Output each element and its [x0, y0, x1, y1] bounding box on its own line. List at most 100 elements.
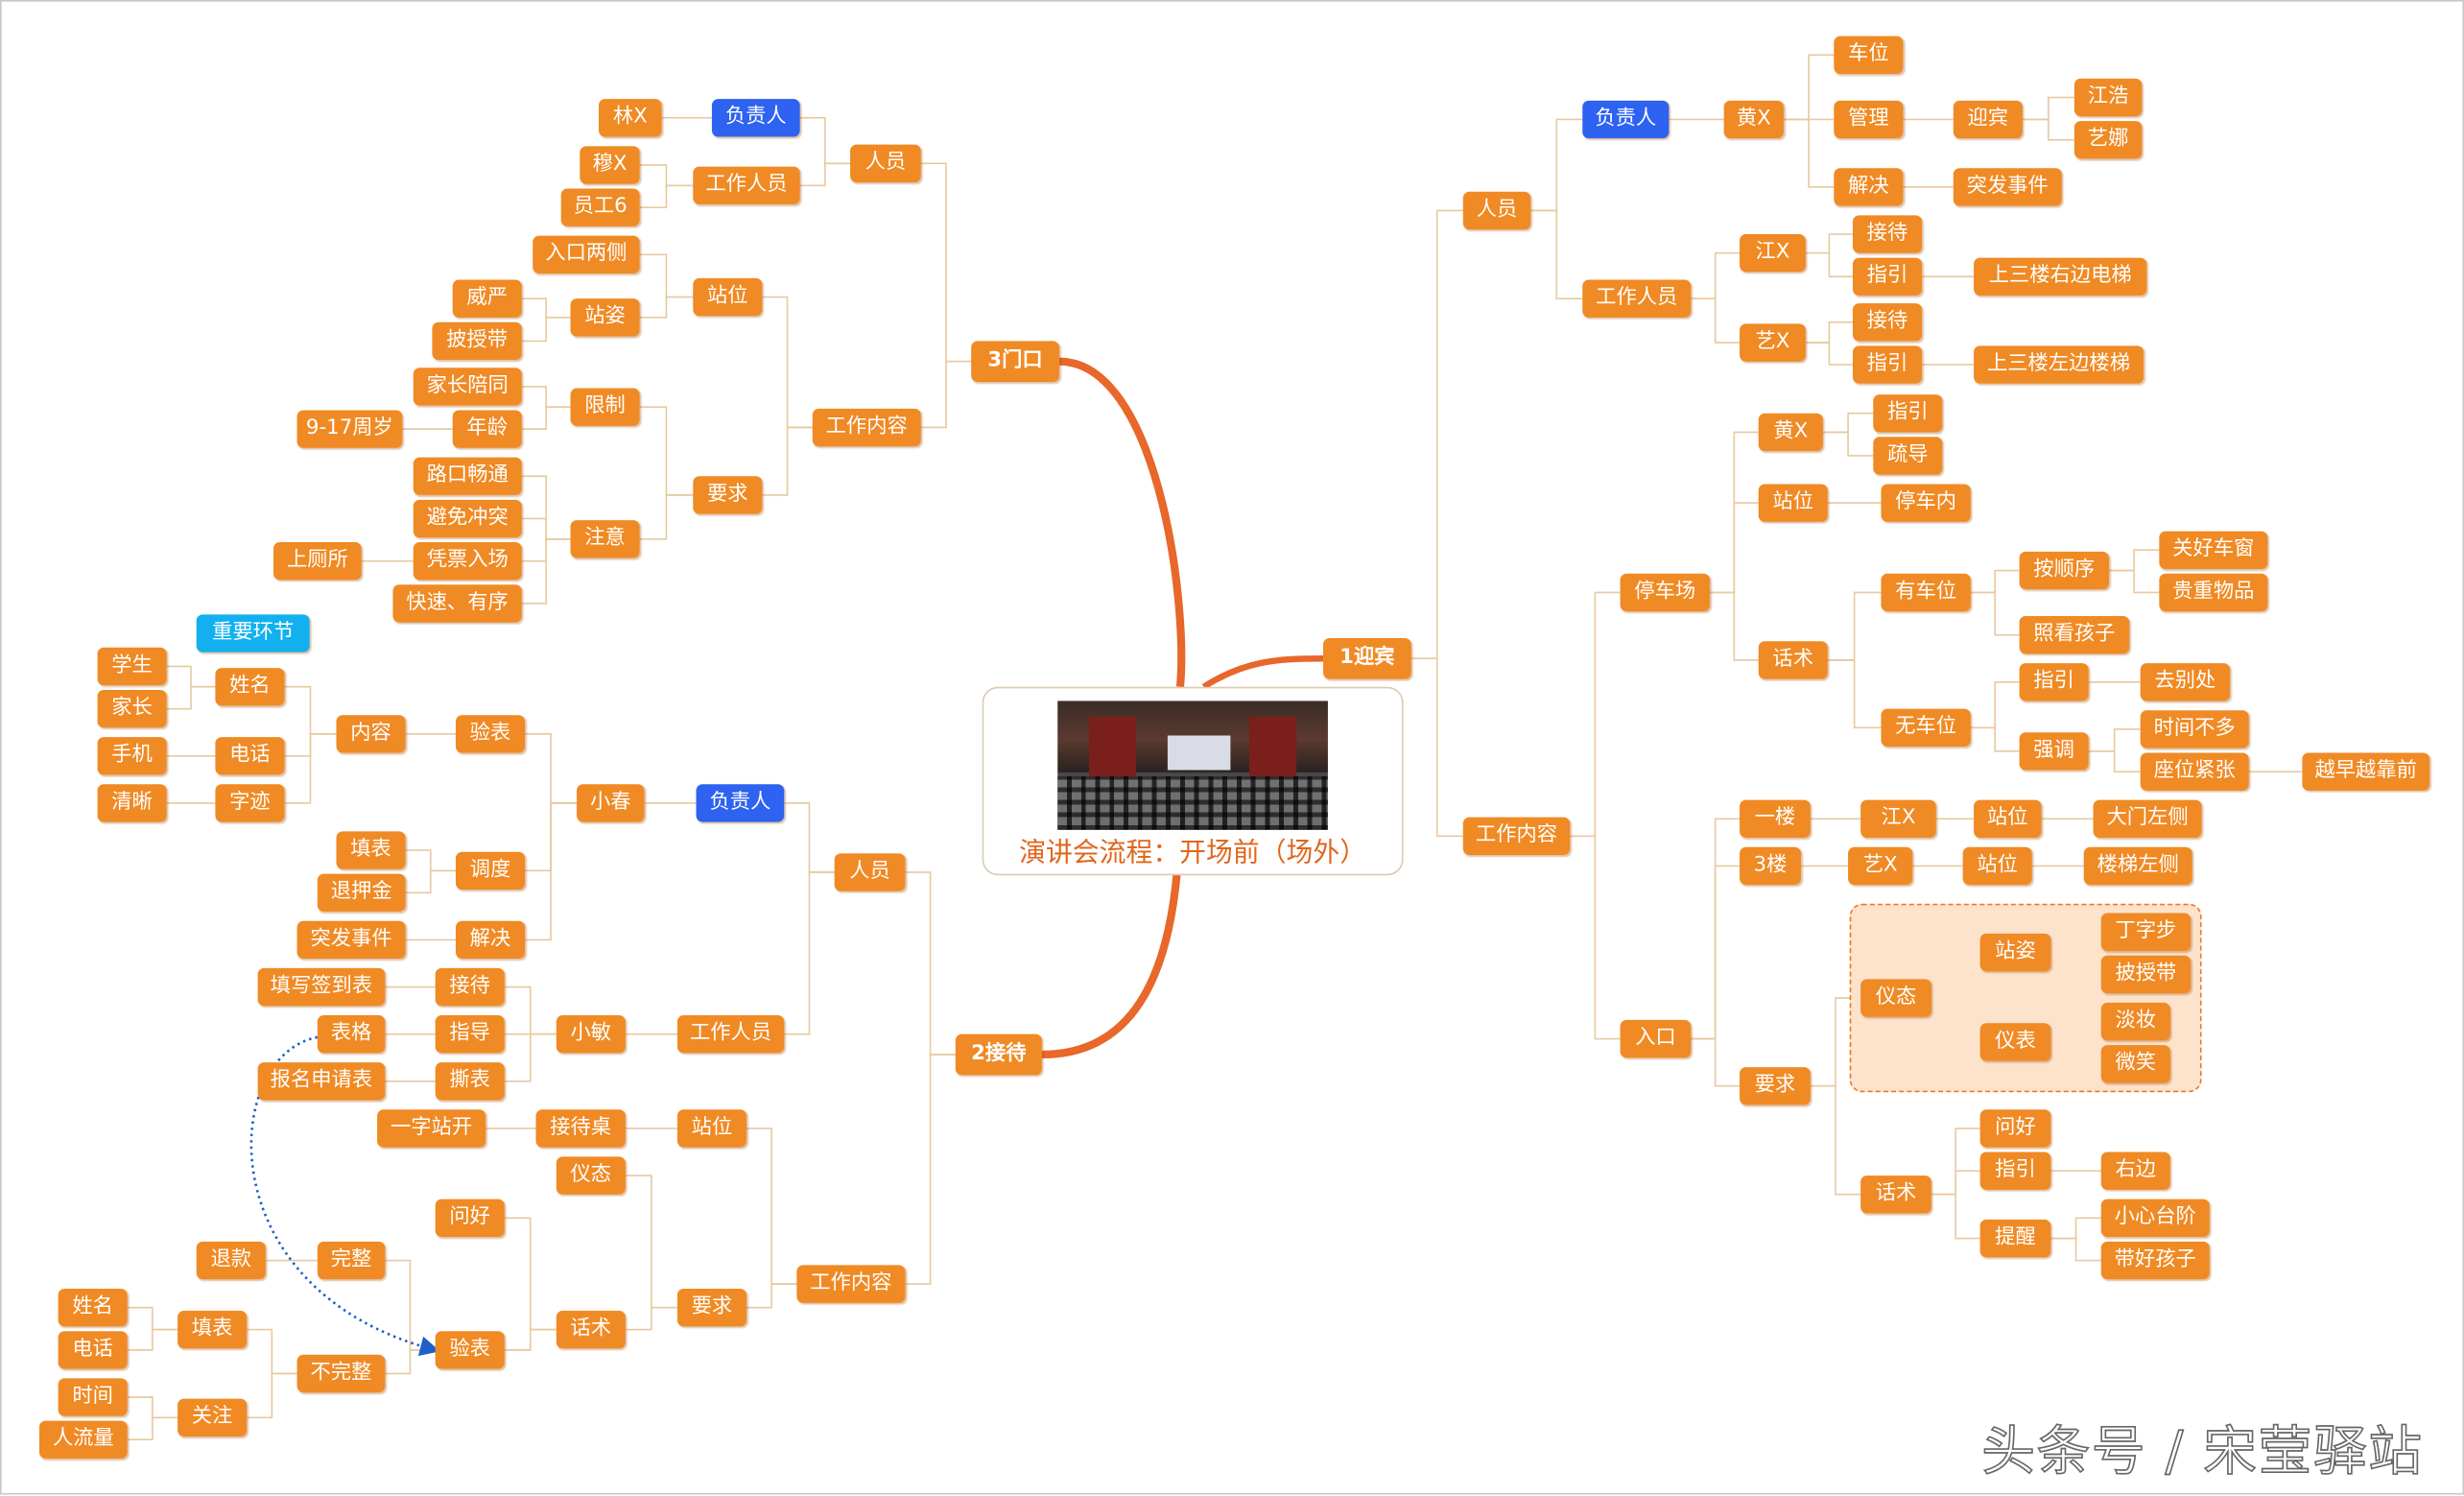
topic-node[interactable]: 话术	[1758, 641, 1828, 679]
topic-node[interactable]: 江X	[1860, 799, 1936, 838]
topic-node[interactable]: 避免冲突	[413, 499, 522, 538]
branch-reception[interactable]: 2接待	[955, 1033, 1042, 1076]
topic-node[interactable]: 内容	[336, 715, 406, 753]
topic-node[interactable]: 站位	[693, 277, 763, 317]
central-topic[interactable]: 演讲会流程：开场前（场外）	[982, 686, 1404, 876]
topic-node[interactable]: 艺X	[1848, 846, 1913, 886]
topic-node[interactable]: 入口	[1620, 1019, 1692, 1058]
topic-node[interactable]: 披授带	[432, 321, 522, 361]
topic-node[interactable]: 江浩	[2073, 78, 2143, 117]
topic-node[interactable]: 披授带	[2100, 955, 2192, 994]
topic-node[interactable]: 指引	[1852, 257, 1923, 296]
branch-gate[interactable]: 3门口	[971, 341, 1059, 382]
topic-node[interactable]: 穆X	[580, 146, 640, 184]
topic-node[interactable]: 黄X	[1758, 413, 1823, 452]
topic-node[interactable]: 仪态	[556, 1156, 626, 1195]
topic-node[interactable]: 林X	[599, 99, 662, 137]
topic-node[interactable]: 疏导	[1873, 437, 1943, 475]
topic-node[interactable]: 填表	[178, 1310, 248, 1349]
topic-node[interactable]: 时间不多	[2140, 710, 2249, 748]
topic-node[interactable]: 指引	[1979, 1152, 2051, 1190]
topic-node[interactable]: 迎宾	[1953, 100, 2023, 139]
topic-node[interactable]: 要求	[676, 1288, 746, 1327]
topic-node[interactable]: 填写签到表	[257, 967, 386, 1007]
topic-node[interactable]: 路口畅通	[413, 457, 522, 495]
topic-node[interactable]: 人员	[834, 853, 906, 891]
topic-node[interactable]: 带好孩子	[2100, 1241, 2210, 1280]
topic-node[interactable]: 手机	[97, 737, 167, 775]
topic-node[interactable]: 解决	[1834, 168, 1904, 206]
topic-node[interactable]: 按顺序	[2019, 551, 2109, 590]
topic-node[interactable]: 工作内容	[812, 408, 921, 447]
topic-node[interactable]: 问好	[435, 1199, 505, 1237]
topic-node[interactable]: 姓名	[215, 668, 285, 706]
topic-node[interactable]: 话术	[1860, 1175, 1931, 1214]
topic-node[interactable]: 要求	[693, 476, 763, 514]
topic-node[interactable]: 接待	[1852, 215, 1923, 253]
topic-node[interactable]: 指导	[435, 1015, 505, 1054]
topic-node[interactable]: 丁字步	[2100, 913, 2192, 951]
topic-node[interactable]: 电话	[215, 737, 285, 775]
topic-node[interactable]: 工作内容	[1462, 817, 1571, 855]
topic-node[interactable]: 入口两侧	[533, 235, 640, 273]
topic-node[interactable]: 微笑	[2100, 1045, 2170, 1083]
topic-node[interactable]: 凭票入场	[413, 542, 522, 581]
topic-node[interactable]: 填表	[336, 831, 406, 869]
topic-node[interactable]: 无车位	[1881, 708, 1971, 747]
topic-node[interactable]: 解决	[455, 920, 526, 960]
topic-node[interactable]: 指引	[2019, 663, 2089, 701]
topic-node[interactable]: 工作人员	[676, 1015, 785, 1054]
topic-node[interactable]: 工作人员	[693, 166, 800, 204]
topic-node[interactable]: 停车内	[1881, 484, 1971, 522]
topic-node[interactable]: 快速、有序	[392, 584, 522, 623]
topic-node[interactable]: 威严	[452, 279, 522, 318]
topic-node[interactable]: 提醒	[1979, 1219, 2051, 1258]
topic-node[interactable]: 强调	[2019, 732, 2089, 771]
topic-node[interactable]: 照看孩子	[2019, 616, 2130, 654]
topic-node[interactable]: 停车场	[1620, 573, 1710, 612]
topic-node[interactable]: 座位紧张	[2140, 752, 2249, 791]
topic-node[interactable]: 调度	[455, 851, 526, 890]
topic-node[interactable]: 人流量	[38, 1420, 128, 1459]
topic-node[interactable]: 一字站开	[377, 1109, 486, 1148]
topic-node[interactable]: 艺X	[1740, 323, 1806, 362]
topic-node[interactable]: 表格	[317, 1015, 386, 1054]
topic-node[interactable]: 楼梯左侧	[2083, 846, 2192, 886]
topic-node[interactable]: 家长	[97, 689, 167, 728]
topic-node[interactable]: 小春	[577, 784, 645, 822]
topic-node[interactable]: 退款	[196, 1241, 266, 1280]
owner-topic[interactable]: 负责人	[1582, 100, 1670, 139]
topic-node[interactable]: 站姿	[570, 298, 640, 337]
topic-node[interactable]: 注意	[570, 520, 640, 558]
topic-node[interactable]: 站姿	[1979, 933, 2051, 972]
callout-important[interactable]: 重要环节	[196, 614, 310, 653]
topic-node[interactable]: 验表	[435, 1331, 505, 1369]
topic-node[interactable]: 工作人员	[1582, 279, 1692, 318]
topic-node[interactable]: 话术	[556, 1310, 626, 1349]
topic-node[interactable]: 字迹	[215, 784, 285, 822]
topic-node[interactable]: 站位	[1758, 484, 1828, 522]
topic-node[interactable]: 9-17周岁	[296, 410, 403, 448]
topic-node[interactable]: 有车位	[1881, 573, 1971, 612]
topic-node[interactable]: 上三楼右边电梯	[1974, 257, 2147, 296]
topic-node[interactable]: 清晰	[97, 784, 167, 822]
topic-node[interactable]: 完整	[317, 1241, 386, 1280]
topic-node[interactable]: 关好车窗	[2159, 531, 2268, 569]
topic-node[interactable]: 突发事件	[296, 920, 406, 960]
topic-node[interactable]: 上三楼左边楼梯	[1974, 345, 2144, 384]
topic-node[interactable]: 要求	[1740, 1067, 1811, 1105]
topic-node[interactable]: 时间	[58, 1378, 128, 1416]
topic-node[interactable]: 艺娜	[2073, 121, 2143, 159]
topic-node[interactable]: 撕表	[435, 1062, 505, 1101]
topic-node[interactable]: 指引	[1873, 394, 1943, 433]
topic-node[interactable]: 接待桌	[535, 1109, 626, 1148]
owner-topic[interactable]: 负责人	[696, 784, 785, 822]
topic-node[interactable]: 黄X	[1723, 100, 1784, 139]
topic-node[interactable]: 员工6	[560, 188, 640, 226]
topic-node[interactable]: 学生	[97, 647, 167, 686]
topic-node[interactable]: 管理	[1834, 100, 1904, 139]
topic-node[interactable]: 人员	[1462, 191, 1531, 230]
topic-node[interactable]: 问好	[1979, 1109, 2051, 1148]
topic-node[interactable]: 工作内容	[796, 1265, 906, 1303]
branch-welcome[interactable]: 1迎宾	[1323, 637, 1411, 679]
